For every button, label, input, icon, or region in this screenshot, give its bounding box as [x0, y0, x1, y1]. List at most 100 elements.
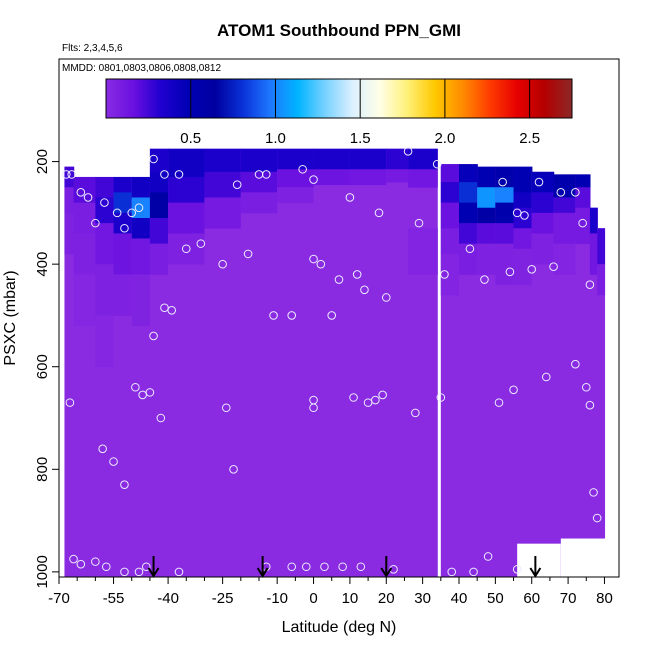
field-cell-1-3 [73, 274, 96, 327]
field-cell-6-1 [168, 176, 206, 204]
field-cell-18-2 [513, 207, 533, 229]
sample-point-13 [181, 244, 191, 254]
x-axis: -70 -55 -40 -25 -10 0 10 20 30 40 50 60 70 80 [48, 577, 613, 607]
sample-point-50 [65, 398, 75, 407]
field-cell-16-2 [477, 207, 496, 224]
sample-point-32 [381, 293, 391, 302]
flight-arrow-head-3 [529, 567, 542, 578]
field-cell-19-1 [531, 192, 555, 214]
colorbar-tick-label-2: 1.5 [350, 130, 371, 147]
field-column-13 [408, 148, 438, 577]
field-cell-11-1 [349, 169, 387, 186]
sample-point-21 [287, 311, 297, 320]
field-cell-9-0 [277, 148, 315, 170]
x-axis-label: Latitude (deg N) [282, 619, 397, 636]
field-cell-13-1 [408, 169, 438, 188]
field-cell-15-1 [459, 182, 478, 204]
sample-point-36 [440, 270, 449, 279]
field-cell-22-0 [589, 207, 598, 234]
field-cell-17-4 [495, 243, 515, 286]
sample-point-20 [269, 311, 278, 320]
sample-point-15 [218, 259, 227, 269]
colorbar-tick-label-3: 2.0 [434, 130, 455, 147]
y-tick-label-4: 1000 [34, 555, 51, 588]
sample-point-43 [527, 264, 537, 274]
field-cell-15-3 [459, 223, 478, 245]
sample-point-82 [589, 488, 598, 497]
field-cell-21-2 [575, 207, 591, 245]
sample-point-88 [134, 567, 144, 577]
field-cell-17-1 [495, 187, 515, 204]
field-cell-16-3 [477, 223, 496, 245]
x-tick-label-10: 50 [487, 590, 504, 607]
sample-point-64 [320, 562, 329, 572]
x-tick-label-11: 60 [523, 590, 540, 607]
field-cell-5-0 [149, 148, 169, 173]
field-cell-12-1 [386, 169, 409, 183]
field-cell-13-2 [408, 228, 438, 275]
sample-point-2 [76, 188, 86, 197]
sample-point-19 [261, 170, 271, 179]
field-cell-20-2 [553, 212, 576, 245]
sample-point-28 [345, 193, 355, 202]
field-column-10 [313, 148, 351, 577]
field-cell-17-2 [495, 202, 515, 224]
field-column-23 [597, 228, 606, 577]
sample-point-52 [98, 444, 107, 454]
field-cell-10-1 [313, 169, 351, 186]
field-column-21 [575, 174, 591, 577]
field-cell-12-0 [386, 148, 409, 170]
sample-point-58 [174, 567, 184, 577]
field-column-12 [386, 148, 409, 577]
heatmap-field [64, 148, 607, 578]
field-cell-23-0 [597, 228, 606, 265]
flight-arrow-2 [380, 556, 393, 578]
field-cell-1-1 [73, 202, 96, 234]
sample-point-4 [91, 218, 100, 228]
field-cell-7-2 [204, 197, 242, 229]
sample-point-49 [585, 280, 595, 289]
field-cell-6-3 [168, 233, 206, 265]
sample-point-67 [371, 395, 380, 405]
field-column-8 [240, 148, 278, 577]
field-cell-9-1 [277, 169, 315, 188]
sample-point-40 [505, 267, 515, 277]
sample-point-79 [571, 359, 580, 369]
sample-point-46 [556, 188, 566, 197]
field-cell-3-1 [113, 192, 133, 214]
sample-point-35 [432, 159, 442, 169]
field-cell-3-2 [113, 212, 133, 234]
colorbar-tick-label-4: 2.5 [519, 130, 540, 147]
sample-point-95 [309, 395, 318, 405]
field-cell-14-0 [440, 164, 460, 183]
field-cell-11-0 [349, 148, 387, 170]
x-tick-label-12: 70 [560, 590, 577, 607]
sample-point-51 [76, 559, 86, 569]
sample-point-86 [167, 306, 177, 315]
field-cell-7-0 [204, 148, 242, 173]
x-tick-label-4: -10 [266, 590, 288, 607]
field-cell-4-0 [131, 176, 151, 198]
sample-point-77 [512, 565, 522, 574]
field-cell-4-3 [131, 238, 151, 275]
y-axis: 200 400 600 800 1000 [34, 149, 59, 589]
sample-point-75 [494, 398, 504, 407]
field-cell-19-2 [531, 212, 555, 234]
sample-point-62 [287, 562, 297, 572]
sample-point-31 [374, 208, 384, 218]
sample-point-76 [509, 385, 518, 395]
y-axis-label: PSXC (mbar) [2, 270, 19, 365]
sample-point-0 [61, 170, 71, 179]
sample-point-3 [83, 193, 93, 202]
y-tick-label-2: 600 [34, 354, 51, 379]
sample-point-42 [520, 211, 529, 220]
field-cell-4-4 [131, 274, 151, 327]
field-cell-21-0 [575, 174, 591, 188]
field-cell-16-0 [477, 166, 496, 188]
sample-point-85 [149, 331, 158, 341]
sample-point-38 [480, 275, 489, 284]
sample-point-87 [145, 388, 155, 397]
sample-point-6 [112, 208, 122, 218]
field-cell-18-0 [513, 166, 533, 193]
